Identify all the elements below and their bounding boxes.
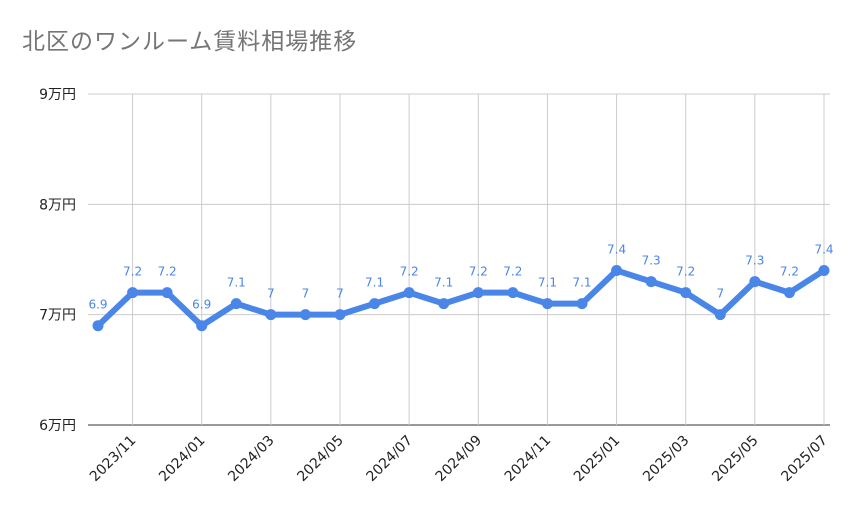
data-label: 7.3	[642, 254, 661, 268]
data-label: 7	[336, 287, 344, 301]
data-point	[334, 309, 346, 321]
data-label: 6.9	[88, 298, 107, 312]
x-tick-label: 2024/07	[364, 433, 416, 485]
series-line	[95, 267, 827, 329]
data-point	[230, 298, 242, 310]
data-label: 7.2	[469, 265, 488, 279]
data-label: 6.9	[192, 298, 211, 312]
x-tick-label: 2023/11	[87, 433, 139, 485]
y-tick-label: 7万円	[39, 308, 76, 324]
data-point	[680, 287, 692, 299]
data-label: 7	[716, 287, 724, 301]
data-label: 7.4	[814, 243, 833, 257]
data-label: 7.3	[745, 254, 764, 268]
data-point	[127, 287, 139, 299]
data-point	[576, 298, 588, 310]
y-tick-label: 6万円	[39, 418, 76, 434]
data-point	[749, 276, 761, 288]
data-label: 7.2	[676, 265, 695, 279]
data-label: 7.1	[365, 276, 384, 290]
data-label: 7.2	[503, 265, 522, 279]
x-tick-label: 2024/05	[294, 433, 346, 485]
data-label: 7.1	[227, 276, 246, 290]
data-label: 7.2	[158, 265, 177, 279]
x-tick-label: 2025/03	[640, 433, 692, 485]
data-point	[299, 309, 311, 321]
data-point	[196, 320, 208, 332]
data-label: 7.1	[538, 276, 557, 290]
data-label: 7.2	[780, 265, 799, 279]
data-point	[818, 265, 830, 277]
x-tick-label: 2025/01	[571, 433, 623, 485]
chart-title: 北区のワンルーム賃料相場推移	[22, 29, 358, 55]
data-point	[714, 309, 726, 321]
data-point	[507, 287, 519, 299]
data-label: 7.1	[434, 276, 453, 290]
data-point	[403, 287, 415, 299]
y-tick-label: 8万円	[39, 197, 76, 213]
data-point	[783, 287, 795, 299]
data-point	[369, 298, 381, 310]
x-tick-label: 2024/09	[433, 433, 485, 485]
data-label: 7.2	[123, 265, 142, 279]
data-point	[265, 309, 277, 321]
x-tick-label: 2024/11	[502, 433, 554, 485]
data-label: 7	[302, 287, 310, 301]
y-tick-label: 9万円	[39, 87, 76, 103]
data-label: 7.1	[572, 276, 591, 290]
data-point	[92, 320, 104, 332]
data-point	[472, 287, 484, 299]
data-point	[541, 298, 553, 310]
x-tick-label: 2025/07	[778, 433, 830, 485]
data-label: 7	[267, 287, 275, 301]
x-tick-label: 2025/05	[709, 433, 761, 485]
data-point	[645, 276, 657, 288]
data-point	[161, 287, 173, 299]
data-point	[611, 265, 623, 277]
data-label: 7.2	[400, 265, 419, 279]
x-tick-label: 2024/03	[225, 433, 277, 485]
data-point	[438, 298, 450, 310]
x-tick-label: 2024/01	[156, 433, 208, 485]
data-label: 7.4	[607, 243, 626, 257]
